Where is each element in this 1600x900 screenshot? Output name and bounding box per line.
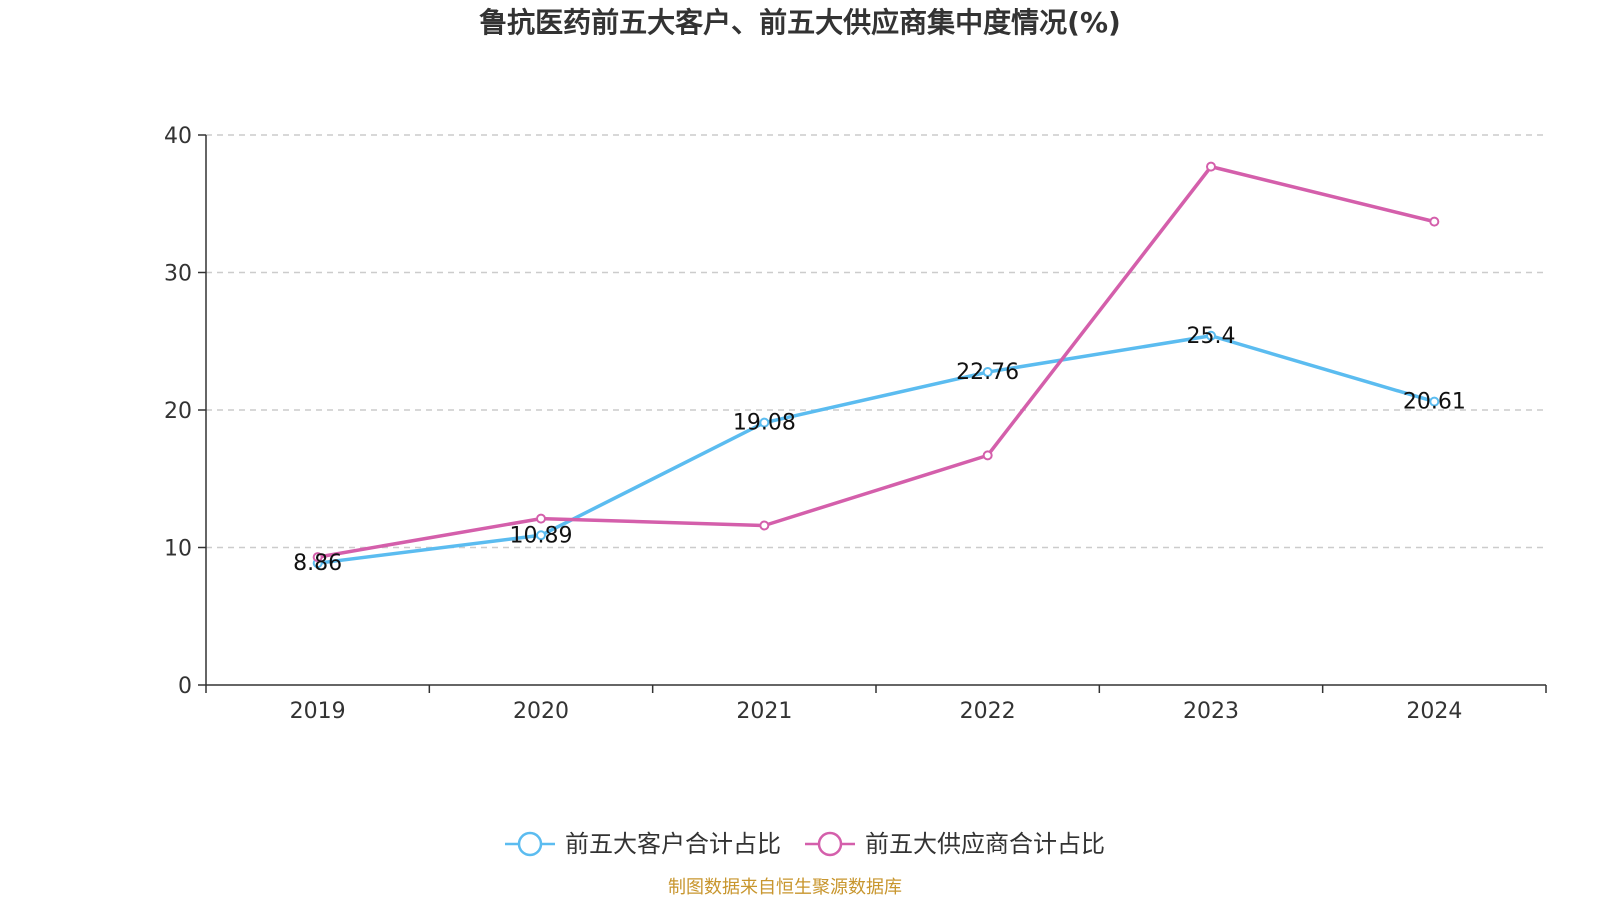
x-tick-label: 2022 bbox=[960, 699, 1016, 724]
data-label: 8.86 bbox=[293, 551, 342, 576]
y-tick-label: 30 bbox=[164, 262, 192, 287]
data-label: 25.4 bbox=[1187, 324, 1236, 349]
data-point[interactable] bbox=[536, 530, 546, 541]
y-tick-label: 0 bbox=[178, 674, 192, 699]
x-tick-label: 2020 bbox=[513, 699, 569, 724]
y-tick-label: 10 bbox=[164, 537, 192, 562]
y-axis-ticks: 0 10 20 30 40 bbox=[164, 124, 206, 699]
data-labels: 8.86 10.89 19.08 22.76 25.4 20.61 bbox=[293, 324, 1466, 576]
source-note: 制图数据来自恒生聚源数据库 bbox=[668, 877, 902, 898]
data-point[interactable] bbox=[1429, 396, 1440, 407]
legend-label: 前五大供应商合计占比 bbox=[865, 830, 1105, 858]
data-label: 19.08 bbox=[733, 411, 796, 436]
data-point[interactable] bbox=[759, 520, 770, 531]
x-tick-label: 2024 bbox=[1406, 699, 1462, 724]
gridlines bbox=[206, 134, 1546, 549]
series-line bbox=[317, 164, 1435, 559]
data-point[interactable] bbox=[1206, 161, 1216, 172]
series-line bbox=[317, 334, 1435, 565]
legend-label: 前五大客户合计占比 bbox=[565, 830, 781, 858]
data-label: 22.76 bbox=[956, 360, 1019, 385]
data-point[interactable] bbox=[982, 367, 993, 378]
data-point[interactable] bbox=[982, 450, 993, 461]
series-2 bbox=[312, 161, 1440, 563]
x-tick-label: 2023 bbox=[1183, 699, 1239, 724]
legend-marker bbox=[817, 831, 843, 857]
data-label: 20.61 bbox=[1403, 390, 1466, 415]
legend-item-2[interactable]: 前五大供应商合计占比 bbox=[805, 830, 1105, 858]
series-group bbox=[312, 161, 1440, 569]
data-point[interactable] bbox=[1429, 216, 1440, 227]
chart-title: 鲁抗医药前五大客户、前五大供应商集中度情况(%) bbox=[479, 6, 1121, 39]
x-axis-ticks: 2019 2020 2021 2022 2023 2024 bbox=[205, 685, 1547, 724]
legend[interactable]: 前五大客户合计占比 前五大供应商合计占比 bbox=[505, 830, 1105, 858]
y-tick-label: 20 bbox=[164, 399, 192, 424]
data-point[interactable] bbox=[1206, 330, 1216, 341]
data-point[interactable] bbox=[312, 552, 323, 563]
y-tick-label: 40 bbox=[164, 124, 192, 149]
legend-marker bbox=[517, 831, 543, 857]
x-tick-label: 2021 bbox=[736, 699, 792, 724]
data-point[interactable] bbox=[536, 513, 546, 524]
data-label: 10.89 bbox=[510, 523, 573, 548]
data-point[interactable] bbox=[759, 417, 770, 428]
legend-item-1[interactable]: 前五大客户合计占比 bbox=[505, 830, 781, 858]
x-tick-label: 2019 bbox=[290, 699, 346, 724]
series-1 bbox=[312, 330, 1440, 569]
